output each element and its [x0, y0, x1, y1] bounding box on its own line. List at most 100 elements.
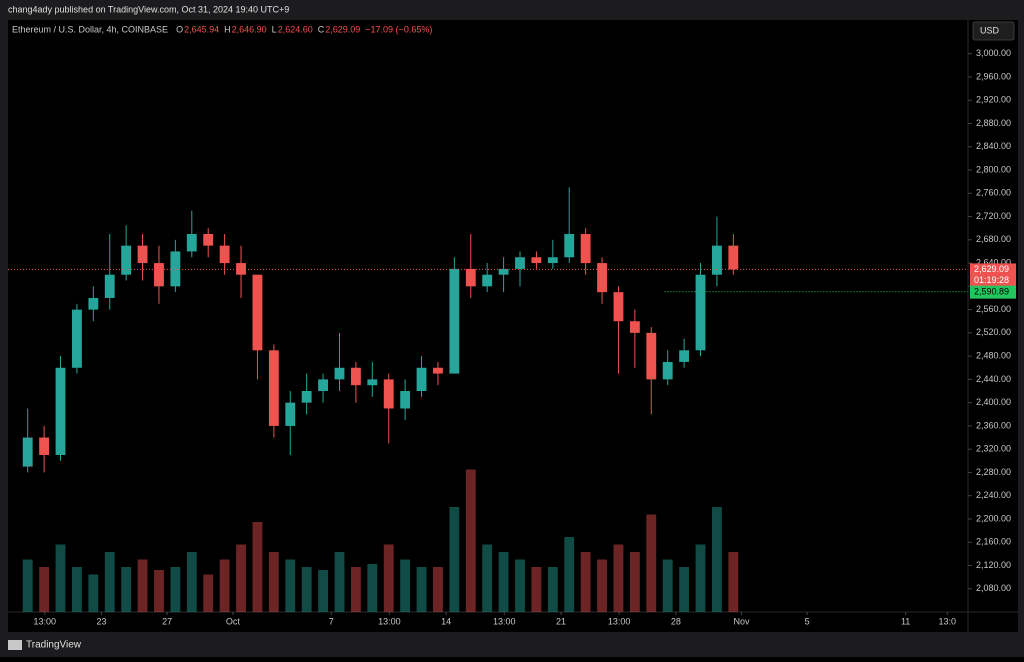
volume-bar [482, 544, 493, 612]
volume-bar [712, 507, 722, 612]
candle-body [515, 257, 525, 269]
candle-body [498, 268, 509, 275]
ohlc-key: H [224, 24, 231, 34]
volume-bar [580, 552, 591, 612]
candle-body [252, 274, 263, 351]
x-tick-label: Oct [226, 616, 241, 626]
volume-bar [170, 567, 181, 612]
candle-body [728, 245, 739, 270]
candle-body [433, 367, 443, 374]
volume-bar [695, 544, 706, 612]
volume-bar [39, 567, 50, 612]
candle-body [301, 391, 312, 403]
candle-body [170, 251, 181, 287]
volume-bar [367, 564, 378, 612]
x-tick-label: 23 [97, 616, 107, 626]
x-tick-label: 21 [556, 616, 566, 626]
ohlc-key: O [176, 24, 183, 34]
currency: USD [980, 25, 1000, 35]
last-price-tag [970, 263, 1016, 288]
x-tick-label: 13:00 [33, 616, 56, 626]
candle-body [695, 274, 706, 351]
x-tick-label: 13:00 [493, 616, 516, 626]
y-tick-label: 2,240.00 [976, 490, 1011, 500]
volume-bar [318, 570, 328, 612]
candle-body [712, 245, 722, 275]
volume-bar [383, 544, 394, 612]
volume-bar [252, 522, 263, 612]
volume-bar [613, 544, 624, 612]
volume-bar [449, 507, 460, 612]
volume-bar [646, 514, 657, 612]
candle-body [547, 257, 558, 264]
y-tick-label: 2,080.00 [976, 583, 1011, 593]
symbol: Ethereum / U.S. Dollar, 4h, COINBASE [12, 24, 168, 34]
y-tick-label: 2,640.00 [976, 257, 1011, 267]
volume-bar [55, 544, 66, 612]
y-tick-label: 2,400.00 [976, 397, 1011, 407]
candle-body [318, 379, 328, 392]
candle-body [285, 402, 296, 426]
volume-bar [433, 567, 443, 612]
candle-body [564, 234, 575, 258]
volume-bar [728, 552, 739, 612]
y-tick-label: 2,960.00 [976, 71, 1011, 81]
ohlc-value: 2,645.94 [184, 24, 219, 34]
ohlc-value: 2,629.09 [325, 24, 360, 34]
x-tick-label: 13:00 [378, 616, 401, 626]
ohlc-key: C [318, 24, 325, 34]
candle-body [22, 437, 33, 467]
y-tick-label: 2,560.00 [976, 304, 1011, 314]
volume-bar [400, 559, 411, 612]
volume-bar [679, 567, 690, 612]
candle-body [662, 361, 673, 380]
volume-bar [564, 537, 575, 612]
x-tick-label: 14 [441, 616, 451, 626]
y-tick-label: 2,440.00 [976, 374, 1011, 384]
candle-body [400, 391, 411, 409]
y-tick-label: 2,200.00 [976, 513, 1011, 523]
candle-body [367, 379, 378, 386]
volume-bar [203, 574, 214, 612]
candle-body [39, 437, 50, 455]
volume-bar [22, 559, 33, 612]
last-price-label: 2,629.09 [974, 264, 1009, 274]
volume-bar [137, 559, 148, 612]
currency-button[interactable] [972, 21, 1015, 41]
x-tick-label: 27 [162, 616, 172, 626]
x-tick-label: 7 [329, 616, 334, 626]
candle-body [121, 245, 132, 275]
plot-area [8, 20, 968, 612]
y-tick-label: 3,000.00 [976, 48, 1011, 58]
y-tick-label: 2,520.00 [976, 327, 1011, 337]
volume-bar [301, 567, 312, 612]
candle-body [137, 245, 148, 264]
volume-bar [465, 469, 476, 612]
countdown: 01:19:28 [974, 275, 1009, 285]
candle-body [88, 297, 99, 310]
volume-bar [72, 567, 82, 612]
candle-body [203, 234, 214, 246]
candle-body [268, 350, 279, 426]
y-tick-label: 2,680.00 [976, 234, 1011, 244]
publisher: chang4ady published on TradingView.com, … [8, 4, 289, 14]
volume-bar [350, 567, 361, 612]
ohlc-value: 2,646.90 [232, 24, 267, 34]
y-tick-label: 2,760.00 [976, 188, 1011, 198]
candle-body [219, 245, 230, 264]
volume-bar [219, 559, 230, 612]
volume-bar [662, 559, 673, 612]
x-tick-label: 11 [901, 616, 910, 626]
volume-bar [88, 574, 99, 612]
footer-brand: TradingView [26, 640, 82, 651]
volume-bar [154, 570, 164, 612]
candle-body [646, 332, 657, 380]
candle-body [465, 268, 476, 287]
volume-bar [268, 552, 279, 612]
candle-body [449, 268, 460, 374]
candle-body [186, 234, 197, 252]
candle-body [383, 379, 394, 409]
candle-body [416, 367, 427, 392]
volume-bar [104, 552, 115, 612]
